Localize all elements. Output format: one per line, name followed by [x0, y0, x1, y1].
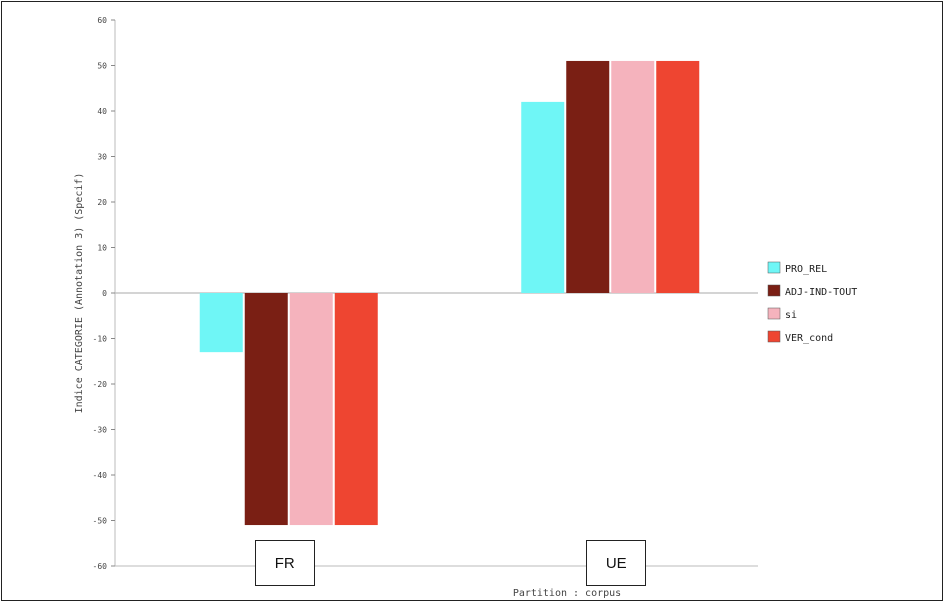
bar — [199, 293, 243, 353]
y-tick-label: 40 — [97, 107, 107, 116]
y-tick-label: -30 — [93, 426, 108, 435]
bar — [334, 293, 378, 526]
x-axis-title: Partition : corpus — [513, 588, 621, 599]
chart-legend: PRO_REL ADJ-IND-TOUT si VER_cond — [767, 261, 857, 344]
y-tick-label: 20 — [97, 198, 107, 207]
category-label: FR — [254, 540, 315, 586]
bar — [566, 60, 610, 294]
legend-swatch — [767, 307, 781, 320]
y-axis-title: Indice CATEGORIE (Annotation 3) (Specif) — [74, 173, 85, 414]
y-tick-label: -40 — [93, 471, 108, 480]
y-tick-label: 30 — [97, 153, 107, 162]
legend-swatch — [767, 330, 781, 343]
bar — [244, 293, 288, 526]
legend-label: si — [785, 310, 797, 321]
y-tick-label: 60 — [97, 16, 107, 25]
y-tick-label: 50 — [97, 62, 107, 71]
category-label: UE — [586, 540, 647, 586]
y-tick-label: -60 — [93, 562, 108, 571]
y-tick-label: 0 — [102, 289, 107, 298]
y-tick-label: -20 — [93, 380, 108, 389]
y-tick-label: 10 — [97, 244, 107, 253]
bar — [656, 60, 700, 294]
legend-label: ADJ-IND-TOUT — [785, 287, 857, 298]
legend-swatch — [767, 261, 781, 274]
bar — [521, 101, 565, 294]
bar — [289, 293, 333, 526]
y-tick-label: -10 — [93, 335, 108, 344]
bar — [611, 60, 655, 294]
legend-label: VER_cond — [785, 333, 833, 344]
y-axis: -60 -50 -40 -30 -20 -10 0 10 20 30 40 50 60 — [93, 16, 758, 571]
legend-label: PRO_REL — [785, 264, 827, 275]
chart-bars — [199, 60, 700, 526]
legend-swatch — [767, 284, 781, 297]
y-tick-label: -50 — [93, 517, 108, 526]
